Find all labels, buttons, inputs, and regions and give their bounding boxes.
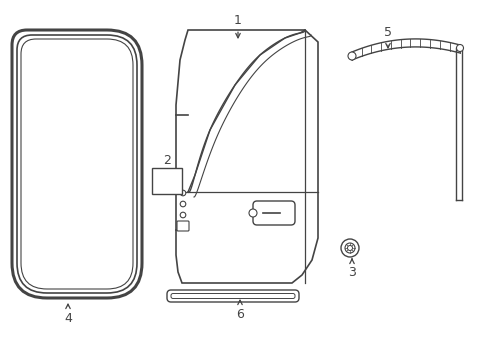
Circle shape [180, 201, 185, 207]
Text: 2: 2 [163, 153, 171, 174]
Text: 6: 6 [236, 300, 244, 320]
FancyBboxPatch shape [152, 168, 182, 194]
FancyBboxPatch shape [167, 290, 298, 302]
Polygon shape [176, 30, 317, 283]
Circle shape [180, 190, 185, 196]
Circle shape [347, 246, 352, 251]
Circle shape [345, 243, 354, 253]
Circle shape [340, 239, 358, 257]
Text: 4: 4 [64, 304, 72, 324]
Circle shape [347, 52, 355, 60]
Text: 1: 1 [234, 13, 242, 38]
Circle shape [248, 209, 257, 217]
Circle shape [180, 212, 185, 218]
FancyBboxPatch shape [177, 221, 189, 231]
Text: 5: 5 [383, 27, 391, 48]
Text: 3: 3 [347, 259, 355, 279]
Circle shape [456, 45, 463, 51]
FancyBboxPatch shape [252, 201, 294, 225]
